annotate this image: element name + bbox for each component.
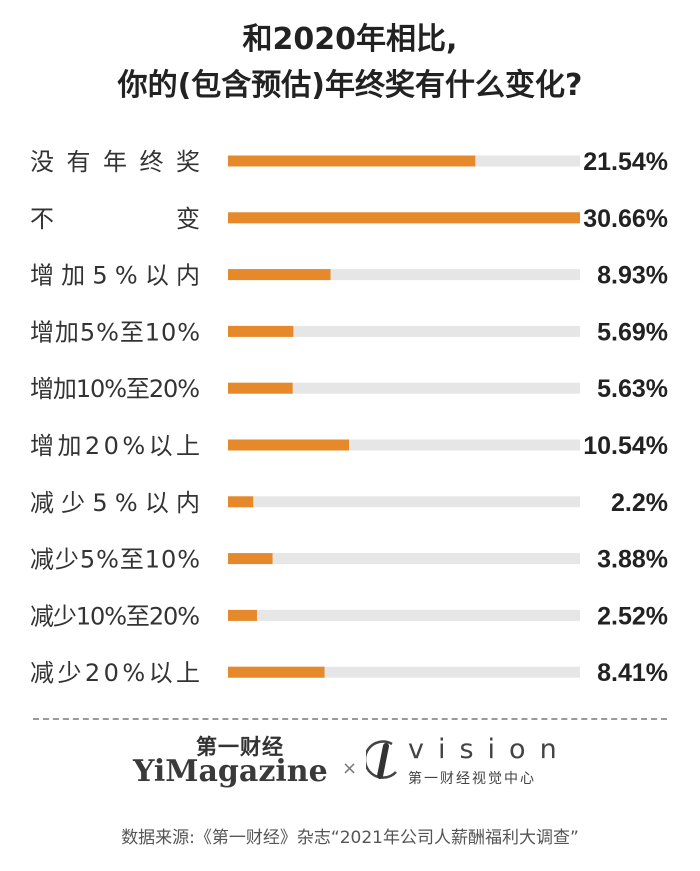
bar-row: 减少5%至10% 3.88% — [30, 546, 668, 574]
bar — [228, 325, 294, 337]
bar-row: 增加5%至10% 5.69% — [30, 318, 668, 346]
bar-row: 增加5%以内 8.93% — [30, 262, 668, 290]
category-label: 不 变 — [30, 205, 200, 233]
bar-row: 减少10%至20% 2.52% — [30, 602, 668, 630]
category-label: 增加10%至20% — [30, 375, 200, 403]
value-label: 21.54% — [583, 148, 668, 176]
value-label: 8.93% — [597, 262, 668, 290]
vision-logo-icon — [366, 740, 397, 779]
category-label: 增加20%以上 — [30, 432, 200, 460]
bar-track — [228, 439, 580, 451]
chart-title-line-2: 你的(包含预估)年终奖有什么变化? — [117, 68, 583, 103]
bar-chart: 没有年终奖 21.54% 不 变 30.66% 增加5%以内 8.93% 增加5%至10% 5… — [30, 148, 668, 687]
yimagazine-logo-cn: 第一财经 — [196, 735, 284, 759]
bar — [228, 382, 293, 394]
bar-row: 不 变 30.66% — [30, 205, 668, 233]
bar — [228, 439, 350, 451]
bar — [228, 269, 331, 281]
bar-track — [228, 609, 580, 621]
bar-track — [228, 325, 580, 337]
category-label: 减少5%至10% — [30, 546, 200, 574]
value-label: 5.63% — [597, 375, 668, 403]
vision-logo-subtitle: 第一财经视觉中心 — [408, 771, 536, 787]
value-label: 2.2% — [611, 489, 668, 517]
vision-logo-text: vision — [408, 734, 571, 765]
bar-row: 增加20%以上 10.54% — [30, 432, 668, 460]
value-label: 5.69% — [597, 318, 668, 346]
value-label: 2.52% — [597, 602, 668, 630]
bar-track — [228, 553, 580, 565]
category-label: 减少5%以内 — [30, 489, 200, 517]
bar — [228, 155, 476, 167]
category-label: 增加5%以内 — [30, 262, 200, 290]
data-source-note: 数据来源:《第一财经》杂志“2021年公司人薪酬福利大调查” — [121, 828, 579, 848]
bar-row: 没有年终奖 21.54% — [30, 148, 668, 176]
value-label: 3.88% — [597, 546, 668, 574]
category-label: 增加5%至10% — [30, 318, 200, 346]
bar — [228, 666, 325, 678]
bar-row: 减少20%以上 8.41% — [30, 659, 668, 687]
bar — [228, 553, 273, 565]
bar-row: 减少5%以内 2.2% — [30, 489, 668, 517]
yimagazine-logo: YiMagazine — [133, 754, 328, 789]
value-label: 10.54% — [583, 432, 668, 460]
bar — [228, 212, 580, 224]
chart-title-line-1: 和2020年相比, — [242, 22, 458, 57]
footer-divider — [33, 718, 667, 720]
category-label: 减少10%至20% — [30, 602, 200, 630]
category-label: 减少20%以上 — [30, 659, 200, 687]
bar-row: 增加10%至20% 5.63% — [30, 375, 668, 403]
bar — [228, 609, 257, 621]
bar-track — [228, 269, 580, 281]
times-separator: × — [342, 758, 358, 779]
value-label: 8.41% — [597, 659, 668, 687]
bar-track — [228, 666, 580, 678]
category-label: 没有年终奖 — [30, 148, 200, 176]
bar-track — [228, 382, 580, 394]
bar — [228, 496, 254, 508]
value-label: 30.66% — [583, 205, 668, 233]
bar-track — [228, 496, 580, 508]
